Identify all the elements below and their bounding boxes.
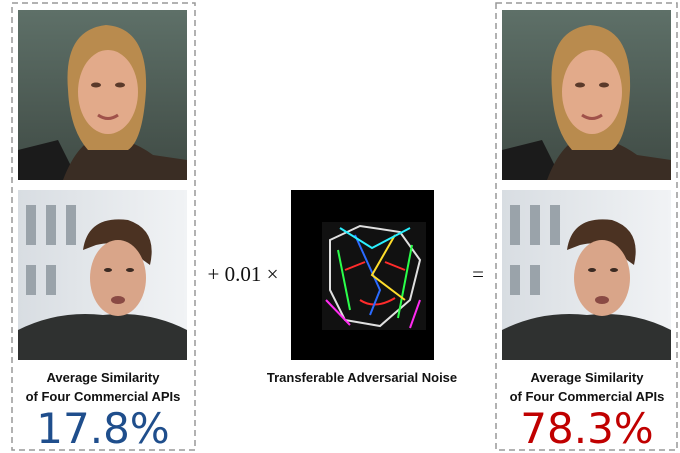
face-photo bbox=[18, 190, 187, 360]
caption: Average Similarity bbox=[531, 370, 645, 385]
caption: of Four Commercial APIs bbox=[510, 389, 665, 404]
score: 17.8% bbox=[36, 404, 169, 453]
face-photo bbox=[502, 190, 671, 360]
operator: + 0.01 × bbox=[208, 262, 279, 286]
operator: = bbox=[472, 262, 484, 286]
caption: Average Similarity bbox=[47, 370, 161, 385]
caption: Transferable Adversarial Noise bbox=[267, 370, 457, 385]
face-photo bbox=[18, 10, 187, 180]
noise-pattern bbox=[322, 222, 426, 330]
face-photo bbox=[502, 10, 671, 180]
caption: of Four Commercial APIs bbox=[26, 389, 181, 404]
figure: Average Similarity of Four Commercial AP… bbox=[0, 0, 680, 453]
score: 78.3% bbox=[520, 404, 653, 453]
